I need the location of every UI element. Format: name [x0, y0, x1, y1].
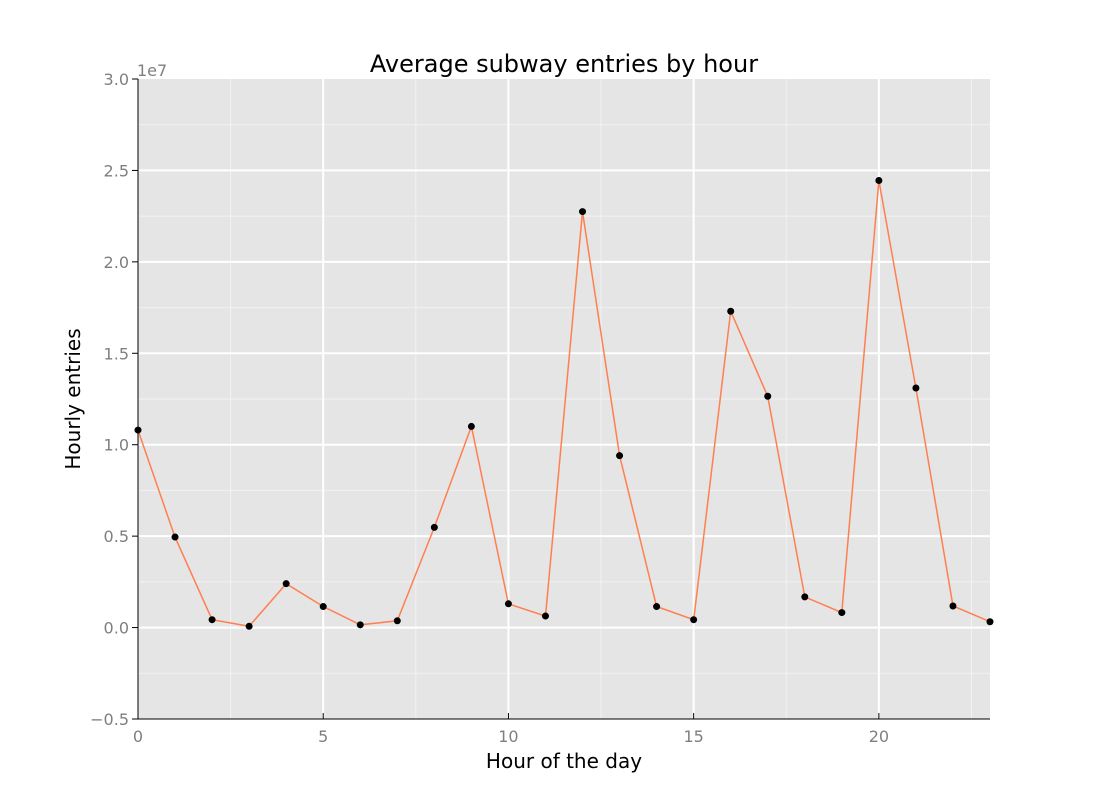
- points-group: [134, 176, 994, 630]
- data-point: [579, 208, 587, 216]
- data-point: [319, 603, 327, 611]
- x-tick-label: 15: [683, 727, 703, 746]
- y-tick-label: 0.0: [104, 619, 129, 638]
- data-point: [541, 612, 549, 620]
- minor-gridlines: [138, 79, 990, 719]
- y-axis-label: Hourly entries: [61, 328, 85, 469]
- x-tick-label: 0: [133, 727, 143, 746]
- data-point: [986, 618, 994, 626]
- series-group: [137, 180, 991, 628]
- data-point: [282, 580, 290, 588]
- series-line: [137, 180, 991, 628]
- x-axis-label: Hour of the day: [486, 749, 642, 773]
- data-point: [208, 616, 216, 624]
- x-tick-label: 10: [498, 727, 518, 746]
- y-tick-label: 1.5: [104, 344, 129, 363]
- tick-labels: 0 5 10 15 20 −0.5 0.0 0.5 1.0 1.5 2.0 2.5 3.0: [90, 70, 889, 746]
- data-point: [616, 452, 624, 460]
- chart-title: Average subway entries by hour: [370, 50, 758, 78]
- data-point: [875, 176, 883, 184]
- y-tick-label: 3.0: [104, 70, 129, 89]
- data-point: [504, 600, 512, 608]
- data-point: [467, 422, 475, 430]
- data-point: [171, 533, 179, 541]
- data-point: [838, 609, 846, 617]
- data-point: [949, 602, 957, 610]
- data-point: [430, 523, 438, 531]
- data-point: [393, 617, 401, 625]
- data-point: [727, 307, 735, 315]
- data-point: [801, 593, 809, 601]
- y-tick-label: −0.5: [90, 710, 129, 729]
- data-point: [764, 392, 772, 400]
- data-point: [912, 384, 920, 392]
- x-tick-label: 5: [318, 727, 328, 746]
- data-point: [134, 426, 142, 434]
- axes: [132, 78, 990, 720]
- y-tick-label: 2.0: [104, 253, 129, 272]
- data-point: [356, 621, 364, 629]
- data-point: [245, 622, 253, 630]
- y-tick-label: 1.0: [104, 436, 129, 455]
- y-tick-label: 0.5: [104, 527, 129, 546]
- data-point: [690, 616, 698, 624]
- y-tick-label: 2.5: [104, 161, 129, 180]
- y-axis-offset-label: 1e7: [137, 61, 167, 80]
- data-point: [653, 603, 661, 611]
- x-tick-label: 20: [869, 727, 889, 746]
